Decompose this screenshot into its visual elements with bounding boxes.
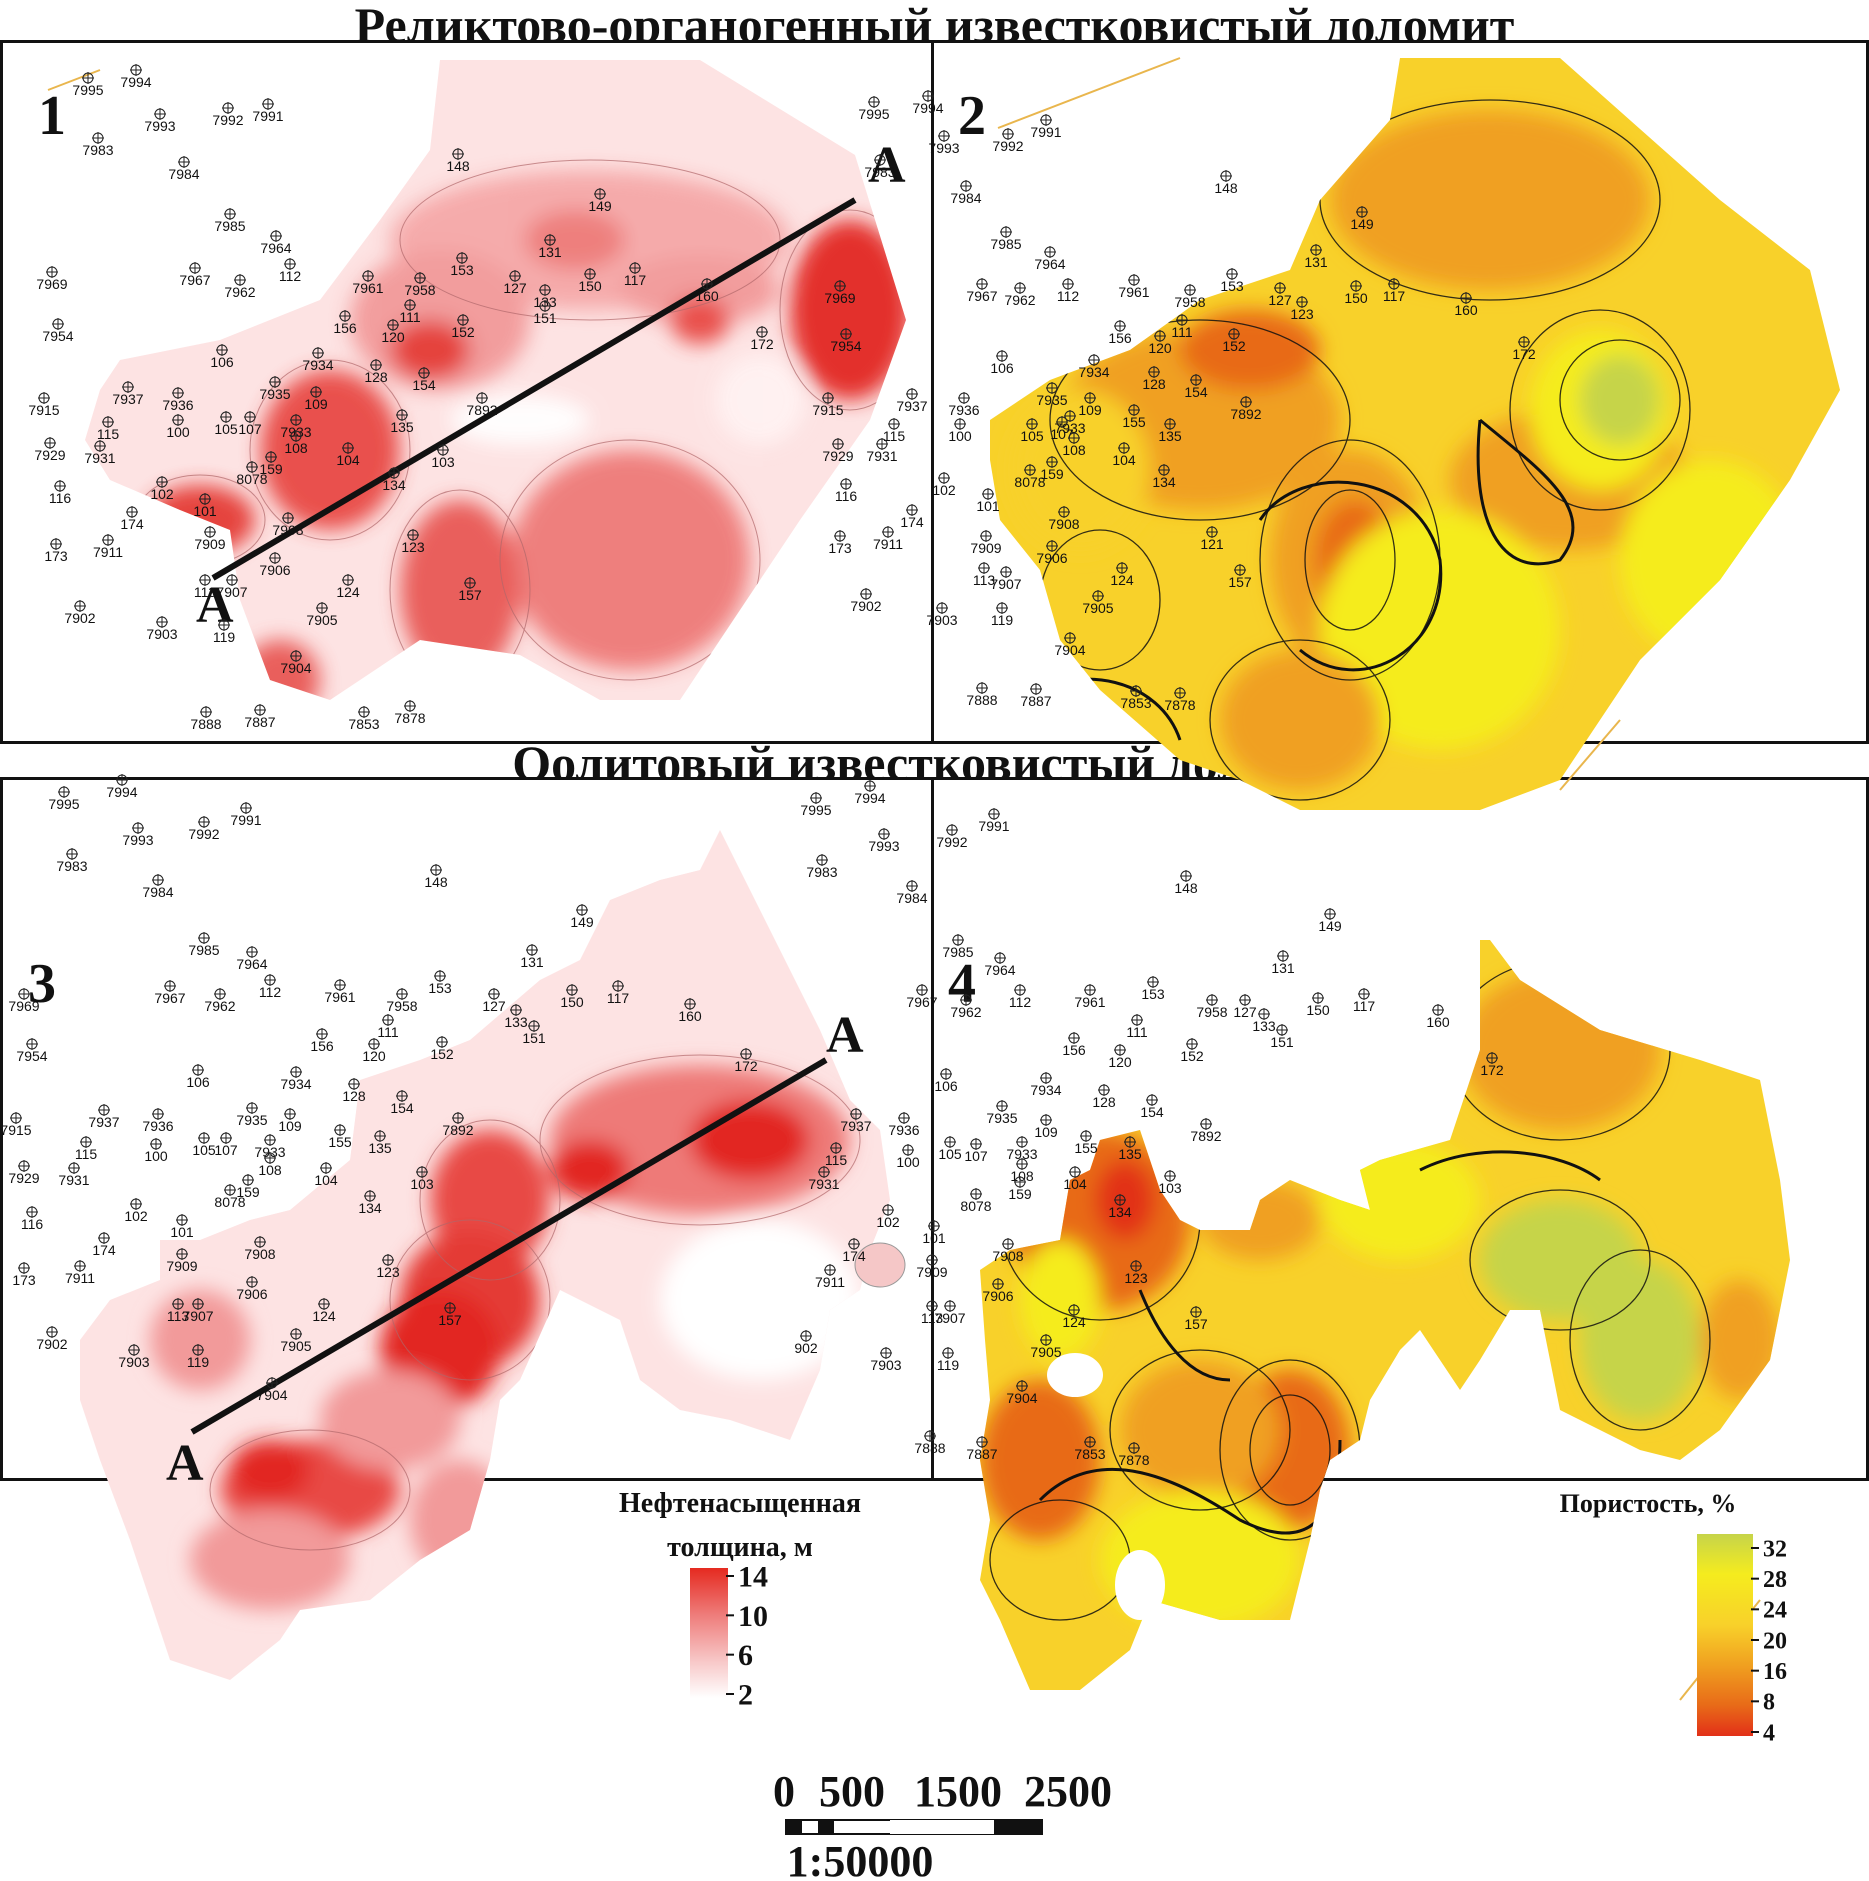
legend-tick-label: 4 <box>1763 1720 1775 1746</box>
legend-thickness-title-line2: толщина, м <box>667 1532 813 1563</box>
frame-top <box>0 40 1869 744</box>
scale-label-500: 500 <box>819 1767 885 1816</box>
legend-porosity: Пористость, % 32 28 24 20 16 8 4 <box>1560 1489 1787 1746</box>
legend-tick-label: 6 <box>738 1639 753 1672</box>
legend-tick-label: 24 <box>1763 1598 1787 1624</box>
legend-porosity-title: Пористость, % <box>1560 1489 1737 1518</box>
scale-labels: 0 500 1500 2500 <box>773 1767 1112 1816</box>
legend-thickness-title-line1: Нефтенасыщенная <box>619 1488 861 1519</box>
legend-thickness: Нефтенасыщенная толщина, м 14 10 6 2 <box>619 1488 861 1712</box>
legend-porosity-bar <box>1697 1534 1753 1736</box>
frame-bottom <box>0 777 1869 1481</box>
scale-label-0: 0 <box>773 1767 795 1816</box>
legend-tick-label: 14 <box>738 1561 768 1594</box>
legend-tick-label: 2 <box>738 1679 753 1712</box>
legend-tick-label: 20 <box>1763 1628 1787 1654</box>
legend-tick-label: 8 <box>1763 1690 1775 1716</box>
scale-ratio: 1:50000 <box>787 1837 934 1881</box>
legend-tick-label: 28 <box>1763 1567 1787 1593</box>
scale-bar-segments <box>785 1819 1043 1835</box>
legend-thickness-bar <box>690 1568 728 1698</box>
legend-tick-label: 10 <box>738 1600 768 1633</box>
scale-label-1500: 1500 <box>914 1767 1002 1816</box>
scale-label-2500: 2500 <box>1024 1767 1112 1816</box>
legend-tick-label: 32 <box>1763 1536 1787 1562</box>
divider-bottom <box>931 777 934 1481</box>
legend-tick-label: 16 <box>1763 1659 1787 1685</box>
divider-top <box>931 40 934 744</box>
